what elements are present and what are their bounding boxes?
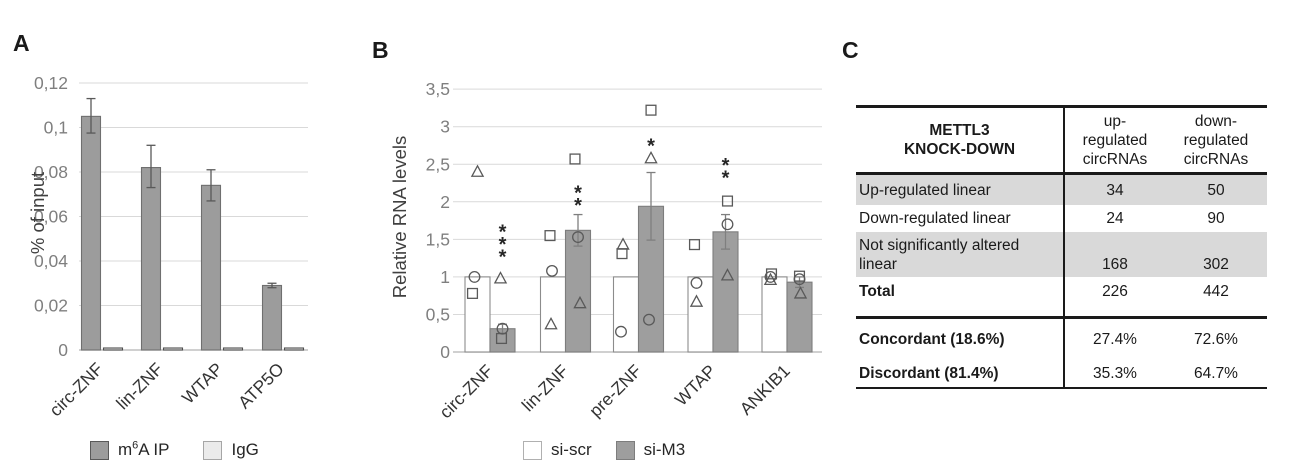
table-row: Up-regulated linear 34 50 [856,175,1267,205]
row-value-up: 226 [1063,277,1165,306]
row-value-down: 50 [1165,175,1267,205]
svg-text:0,04: 0,04 [34,251,68,271]
legend-label-igg: IgG [231,440,259,459]
svg-text:% of input: % of input [27,172,48,254]
svg-text:2,5: 2,5 [426,154,450,174]
svg-text:0: 0 [58,340,68,360]
legend-label-m6a-ip: m6A IP [118,439,170,459]
svg-text:pre-ZNF: pre-ZNF [585,361,645,421]
svg-text:*: * [722,168,730,190]
svg-text:0: 0 [440,342,450,362]
legend-item-m6a-ip: m6A IP [90,440,169,460]
row-value-up: 168 [1063,232,1165,277]
row-value-up: 35.3% [1063,359,1165,387]
panel-b-legend: si-scr si-M3 [523,440,685,460]
row-label: Total [859,283,895,300]
si-scr-swatch-icon [523,440,542,460]
panel-a-label: A [13,30,30,56]
panel-b-bar-chart: 0 0,5 1 1,5 2 2,5 3 3,5 circ-ZNF lin-ZNF pre-ZNF WT… [389,79,822,423]
table-header-up-col: up- regulated circRNAs [1063,108,1165,172]
mettl3-knockdown-table: METTL3 KNOCK-DOWN up- regulated circRNAs… [856,105,1267,389]
table-header-row: METTL3 KNOCK-DOWN up- regulated circRNAs… [856,108,1267,175]
legend-item-si-scr: si-scr [523,440,592,460]
svg-text:circ-ZNF: circ-ZNF [45,359,107,421]
svg-text:*: * [574,182,582,204]
row-label: Up-regulated linear [856,175,1063,205]
svg-text:*: * [499,246,507,268]
panel-c-label: C [842,37,859,63]
row-value-down: 90 [1207,210,1225,227]
row-value-down: 442 [1203,283,1229,300]
svg-text:*: * [574,195,582,217]
svg-text:0,12: 0,12 [34,73,68,93]
svg-text:0,1: 0,1 [44,118,68,138]
legend-label-si-scr: si-scr [551,440,592,459]
svg-text:lin-ZNF: lin-ZNF [112,359,167,414]
table-row-total: Total 226 442 [856,277,1267,306]
row-value-up: 34 [1063,175,1165,205]
legend-item-si-m3: si-M3 [615,440,686,460]
svg-text:*: * [499,221,507,243]
table-header-down-col: down- regulated circRNAs [1183,112,1249,168]
svg-text:lin-ZNF: lin-ZNF [518,361,573,416]
svg-text:0,06: 0,06 [34,207,68,227]
svg-text:0,02: 0,02 [34,296,68,316]
row-label: Discordant (81.4%) [859,364,999,382]
svg-text:1,5: 1,5 [426,229,450,249]
svg-text:Relative RNA levels: Relative RNA levels [389,136,410,298]
panel-b-label: B [372,37,389,63]
legend-item-igg: IgG [203,440,259,460]
svg-text:*: * [647,136,655,158]
svg-text:2: 2 [440,192,450,212]
row-value-up: 24 [1063,205,1165,232]
row-value-down: 302 [1165,232,1267,277]
si-m3-swatch-icon [615,440,635,460]
panel-a-legend: m6A IP IgG [90,440,259,460]
svg-text:circ-ZNF: circ-ZNF [435,361,497,423]
table-row: Not significantly altered linear 168 302 [856,232,1267,277]
svg-text:*: * [499,234,507,256]
row-label: Concordant (18.6%) [859,330,1005,348]
row-value-down: 72.6% [1194,330,1238,348]
svg-text:ANKIB1: ANKIB1 [736,361,794,419]
legend-label-si-m3: si-M3 [643,440,686,459]
svg-text:3,5: 3,5 [426,79,450,99]
svg-text:WTAP: WTAP [671,361,720,410]
panel-a-bar-chart: 0 0,02 0,04 0,06 0,08 0,1 0,12 circ-ZNF lin-ZNF W… [27,73,308,421]
svg-text:1: 1 [440,267,450,287]
row-value-up: 27.4% [1063,319,1165,359]
m6a-ip-swatch-icon [90,440,109,460]
table-row: Down-regulated linear 24 90 [856,205,1267,232]
row-label: Not significantly altered linear [856,232,1063,277]
table-row-concordant: Concordant (18.6%) 27.4% 72.6% [856,319,1267,359]
svg-text:3: 3 [440,117,450,137]
igg-swatch-icon [203,440,223,460]
row-label: Down-regulated linear [859,210,1011,227]
svg-text:ATP5O: ATP5O [234,359,288,413]
table-divider [856,306,1267,319]
table-header-title: METTL3 KNOCK-DOWN [903,122,1016,158]
svg-text:WTAP: WTAP [178,359,227,408]
svg-text:0,08: 0,08 [34,162,68,182]
table-row-discordant: Discordant (81.4%) 35.3% 64.7% [856,359,1267,387]
svg-text:*: * [722,155,730,177]
row-value-down: 64.7% [1194,364,1238,382]
svg-text:0,5: 0,5 [426,304,450,324]
